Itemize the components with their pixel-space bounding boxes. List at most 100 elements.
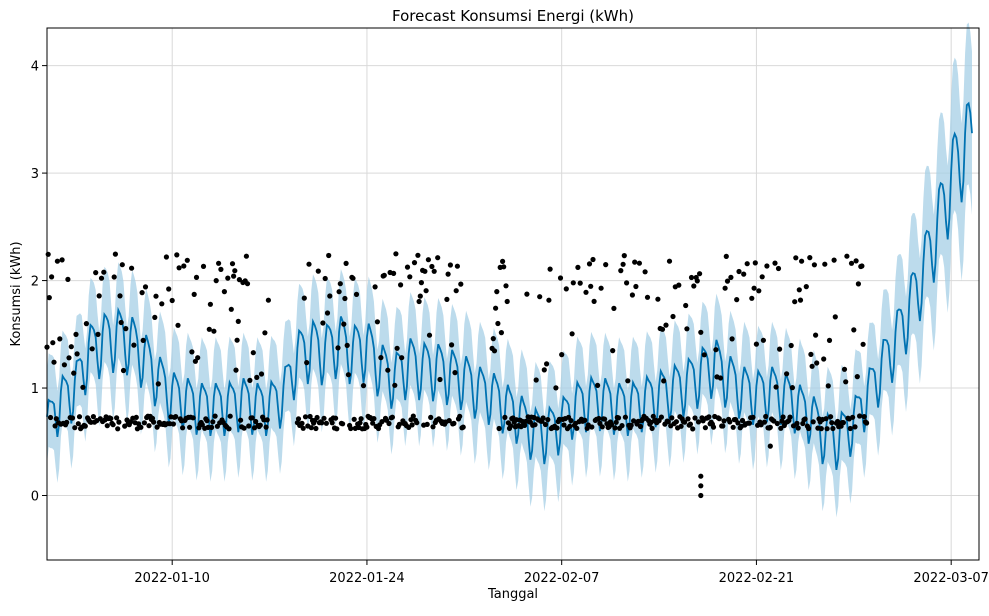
observed-point <box>426 332 433 338</box>
x-axis-ticks: 2022-01-10 2022-01-24 2022-02-07 2022-02-21… <box>134 560 989 586</box>
observed-point <box>595 382 601 388</box>
observed-point <box>806 425 812 432</box>
observed-point <box>728 274 734 280</box>
observed-point <box>398 282 404 288</box>
observed-point <box>226 426 232 432</box>
observed-point <box>65 276 71 282</box>
observed-point <box>210 419 216 425</box>
observed-point <box>76 414 83 420</box>
x-tick-label: 2022-01-24 <box>329 571 405 586</box>
observed-point <box>66 355 72 361</box>
observed-point <box>207 301 213 307</box>
observed-point <box>264 417 270 423</box>
observed-point <box>850 414 856 420</box>
observed-point <box>163 254 169 260</box>
observed-point <box>452 370 458 376</box>
observed-point <box>166 286 172 292</box>
observed-point <box>563 286 569 292</box>
observed-point <box>53 416 59 422</box>
observed-point <box>753 341 760 347</box>
y-tick-label: 0 <box>31 490 39 505</box>
observed-point <box>503 283 509 289</box>
observed-point <box>855 281 862 287</box>
observed-point <box>502 414 508 420</box>
observed-point <box>557 275 564 281</box>
observed-point <box>811 262 818 268</box>
observed-point <box>120 367 127 374</box>
observed-point <box>670 313 676 320</box>
observed-point <box>767 424 773 430</box>
observed-point <box>341 321 347 327</box>
observed-point <box>825 383 831 389</box>
observed-point <box>756 288 762 294</box>
observed-point <box>749 295 755 301</box>
observed-point <box>321 415 327 421</box>
observed-point <box>174 252 180 258</box>
observed-point <box>633 283 639 290</box>
observed-point <box>313 425 319 432</box>
observed-point <box>821 356 827 362</box>
observed-point <box>859 263 865 269</box>
observed-point <box>123 326 129 332</box>
observed-point <box>454 263 460 269</box>
observed-point <box>89 346 95 352</box>
observed-point <box>57 336 63 342</box>
observed-point <box>777 346 783 352</box>
forecast-series <box>46 101 973 471</box>
observed-point <box>624 280 630 286</box>
observed-point <box>193 274 200 280</box>
observed-point <box>324 310 331 316</box>
observed-point <box>676 282 682 288</box>
observed-point <box>118 319 124 326</box>
observed-point <box>262 330 268 336</box>
observed-point <box>301 295 307 301</box>
observed-point <box>173 414 179 420</box>
observed-point <box>393 251 399 257</box>
observed-point <box>98 275 105 281</box>
observed-point <box>233 367 239 373</box>
observed-point <box>700 418 706 424</box>
observed-point <box>300 425 306 431</box>
observed-point <box>618 268 624 274</box>
observed-point <box>772 260 778 266</box>
observed-point <box>823 416 829 422</box>
observed-point <box>146 423 152 429</box>
observed-point <box>826 337 833 343</box>
observed-point <box>773 384 779 390</box>
observed-point <box>80 384 86 390</box>
observed-point <box>46 295 52 301</box>
observed-point <box>104 423 110 429</box>
observed-point <box>379 419 385 425</box>
uncertainty-band <box>47 22 972 518</box>
observed-point <box>45 251 51 257</box>
observed-point <box>314 414 320 421</box>
observed-point <box>697 271 703 277</box>
observed-point <box>847 425 853 432</box>
observed-point <box>522 422 528 428</box>
observed-point <box>690 426 696 432</box>
observed-point <box>213 278 219 284</box>
observed-point <box>258 371 265 377</box>
observed-point <box>615 415 622 421</box>
observed-point <box>340 421 346 427</box>
observed-point <box>232 268 238 274</box>
observed-point <box>68 344 74 350</box>
observed-point <box>422 268 428 274</box>
observed-point <box>425 257 431 263</box>
observed-point <box>238 417 244 423</box>
observed-point <box>739 417 746 424</box>
observed-point <box>304 360 310 366</box>
observed-point <box>418 280 424 286</box>
observed-point <box>716 416 722 422</box>
observed-point <box>490 336 496 342</box>
observed-point <box>83 321 89 327</box>
observed-point <box>544 361 550 367</box>
observed-point <box>315 268 321 274</box>
observed-point <box>218 266 224 272</box>
observed-point <box>320 320 326 326</box>
observed-point <box>495 320 501 327</box>
observed-point <box>358 416 364 422</box>
observed-point <box>333 415 339 421</box>
observed-point <box>717 375 724 381</box>
observed-point <box>253 418 259 425</box>
